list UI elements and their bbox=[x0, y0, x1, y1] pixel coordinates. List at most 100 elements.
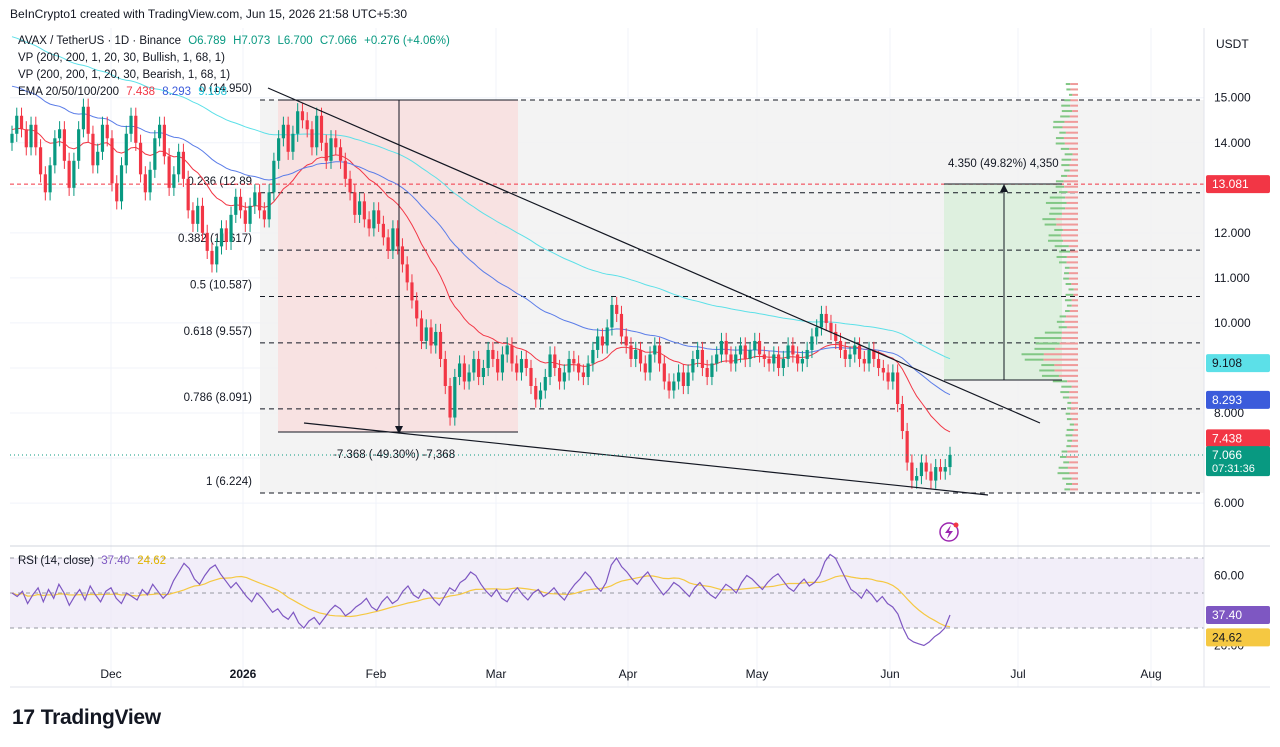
candle-body bbox=[81, 106, 86, 130]
currency-label[interactable]: USDT bbox=[1216, 37, 1249, 51]
candle-body bbox=[696, 349, 700, 359]
candle-body bbox=[248, 205, 252, 224]
fib-label-0.5: 0.5 (10.587) bbox=[190, 280, 252, 292]
candle-body bbox=[757, 340, 762, 355]
vp-bull-bar bbox=[1054, 245, 1069, 248]
candle-body bbox=[77, 129, 81, 161]
chart-credit: BeInCrypto1 created with TradingView.com… bbox=[10, 7, 408, 21]
candle-body bbox=[800, 358, 804, 364]
candle-body bbox=[672, 381, 676, 391]
vp-bull-bar bbox=[1068, 288, 1074, 291]
candle-body bbox=[281, 124, 286, 139]
vp-bull-bar bbox=[1035, 342, 1060, 345]
candle-body bbox=[267, 192, 271, 220]
vp-bull-bar bbox=[1049, 212, 1062, 215]
rsi-label-bg bbox=[1206, 628, 1270, 647]
vp-bear-bar bbox=[1063, 239, 1078, 242]
candle-body bbox=[567, 358, 571, 373]
candle-body bbox=[172, 174, 176, 188]
candle-body bbox=[210, 250, 214, 265]
vp-bull-bar bbox=[1047, 239, 1064, 242]
candle-body bbox=[29, 124, 33, 148]
vp-bear-bar bbox=[1066, 326, 1078, 329]
symbol-legend[interactable]: AVAX / TetherUS · 1D · Binance O6.789 H7… bbox=[18, 35, 454, 47]
candle-body bbox=[600, 336, 605, 346]
candle-body bbox=[543, 376, 547, 391]
vp-bear-legend[interactable]: VP (200, 200, 1, 20, 30, Bearish, 1, 68,… bbox=[18, 69, 231, 81]
candle-body bbox=[38, 147, 43, 175]
price-label-bg bbox=[1206, 390, 1270, 409]
candle-body bbox=[15, 115, 19, 134]
candle-body bbox=[48, 165, 52, 193]
fib-label-0.786: 0.786 (8.091) bbox=[184, 392, 253, 404]
vp-bear-bar bbox=[1043, 353, 1078, 356]
price-label-bg bbox=[1206, 429, 1270, 448]
upper-trendline[interactable] bbox=[267, 87, 1041, 424]
vp-bear-bar bbox=[1068, 245, 1078, 248]
vp-bear-bar bbox=[1069, 310, 1078, 313]
tradingview-logo[interactable]: 17 TradingView bbox=[12, 706, 161, 730]
vp-bear-bar bbox=[1067, 174, 1078, 177]
candle-body bbox=[315, 115, 319, 148]
candle-body bbox=[705, 367, 709, 377]
fib-label-0.618: 0.618 (9.557) bbox=[184, 326, 253, 338]
candle-body bbox=[872, 349, 876, 359]
vp-bull-bar bbox=[1059, 261, 1067, 264]
candle-body bbox=[762, 354, 766, 359]
y-tick-label: 12.000 bbox=[1214, 226, 1251, 240]
candle-body bbox=[581, 372, 585, 377]
candle-body bbox=[19, 115, 24, 130]
vp-bear-bar bbox=[1072, 482, 1078, 485]
candle-body bbox=[643, 363, 647, 373]
vp-bull-bar bbox=[1044, 331, 1062, 334]
vp-bear-bar bbox=[1056, 223, 1078, 226]
candle-body bbox=[662, 363, 666, 382]
vp-bull-bar bbox=[1054, 228, 1063, 231]
y-tick-label: 6.000 bbox=[1214, 496, 1244, 510]
candle-body bbox=[786, 345, 790, 359]
vp-bull-bar bbox=[1059, 191, 1068, 194]
candle-body bbox=[200, 205, 205, 233]
candle-body bbox=[153, 138, 157, 170]
time-axis[interactable]: Dec 2026 Feb Mar Apr May Jun Jul Aug bbox=[100, 667, 1161, 681]
brand-text: TradingView bbox=[40, 706, 161, 729]
candle-body bbox=[496, 358, 500, 373]
candle-body bbox=[396, 228, 400, 247]
vp-bear-bar bbox=[1059, 342, 1078, 345]
rsi-legend[interactable]: RSI (14, close) 37.40 24.62 bbox=[18, 555, 170, 567]
candle-body bbox=[310, 129, 314, 148]
candle-body bbox=[615, 304, 619, 314]
candle-body bbox=[919, 462, 924, 477]
candle-body bbox=[253, 192, 257, 206]
lower-trendline[interactable] bbox=[303, 422, 989, 496]
vp-bull-legend[interactable]: VP (200, 200, 1, 20, 30, Bullish, 1, 68,… bbox=[18, 52, 225, 64]
vp-bear-bar bbox=[1068, 272, 1078, 275]
vp-bull-bar bbox=[1059, 131, 1066, 134]
vp-bull-bar bbox=[1059, 250, 1071, 253]
price-label-bg bbox=[1206, 175, 1270, 194]
ema-legend[interactable]: EMA 20/50/100/200 7.438 8.293 9.108 bbox=[18, 86, 231, 98]
candle-body bbox=[691, 358, 695, 373]
vp-bear-bar bbox=[1060, 234, 1078, 237]
vp-bull-bar bbox=[1052, 126, 1063, 129]
candle-body bbox=[934, 467, 938, 481]
candle-body bbox=[472, 358, 476, 373]
candle-body bbox=[748, 349, 752, 359]
vp-bull-bar bbox=[1062, 396, 1070, 399]
vp-bear-bar bbox=[1067, 450, 1078, 453]
candle-body bbox=[577, 363, 581, 373]
candle-body bbox=[219, 228, 224, 247]
vp-bear-bar bbox=[1065, 207, 1078, 210]
symbol-name[interactable]: AVAX / TetherUS · 1D · Binance bbox=[18, 35, 181, 47]
vp-bull-bar bbox=[1059, 455, 1067, 458]
x-tick-label: Feb bbox=[366, 667, 387, 681]
lightning-icon[interactable] bbox=[939, 522, 959, 542]
fibonacci-retracement[interactable]: 0 (14.950) 0.236 (12.89 0.382 (11.617) 0.5 … bbox=[10, 83, 1204, 494]
candle-body bbox=[638, 349, 643, 364]
candle-body bbox=[553, 354, 557, 368]
candle-body bbox=[438, 331, 443, 359]
vp-bear-bar bbox=[1069, 396, 1078, 399]
x-tick-label: May bbox=[746, 667, 769, 681]
candle-body bbox=[624, 336, 628, 346]
